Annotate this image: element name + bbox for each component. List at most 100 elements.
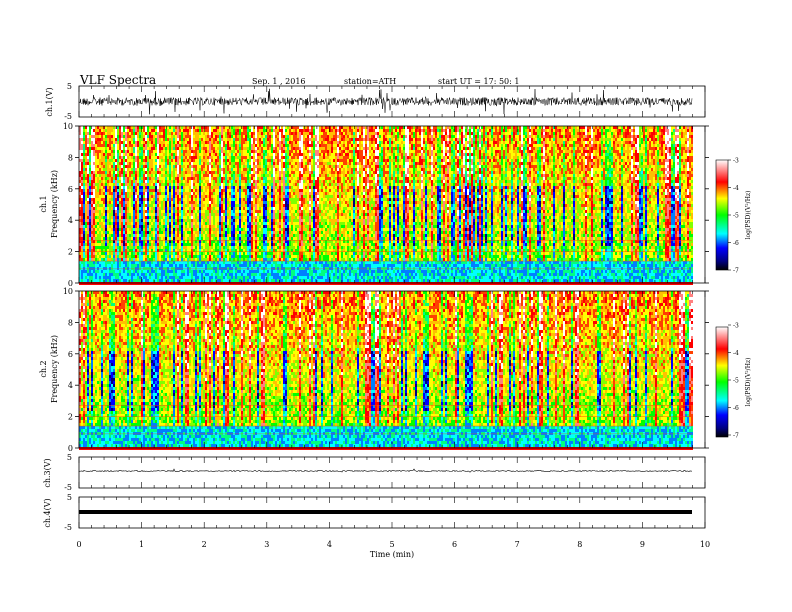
ch1-spec-cell	[99, 150, 101, 153]
ch1-spec-cell	[145, 135, 147, 138]
ch1-spec-cell	[161, 168, 163, 171]
ch1-spec-cell	[135, 237, 137, 240]
ch1-spec-cell	[115, 195, 117, 198]
ch1-spec-cell	[107, 216, 109, 219]
ch1-spec-cell	[97, 231, 99, 234]
ch1-spec-cell	[127, 147, 129, 150]
ch1-spec-cell	[99, 219, 101, 222]
ch1-spec-cell	[151, 252, 153, 255]
ch1-spec-cell	[85, 168, 87, 171]
ch1-spec-cell	[99, 273, 101, 276]
ch1-spec-cell	[155, 183, 157, 186]
ch1-spec-cell	[137, 183, 139, 186]
ch1-spec-cell	[121, 234, 123, 237]
ch1-spec-cell	[119, 150, 121, 153]
ch1-spec-cell	[99, 138, 101, 141]
ch1-spec-cell	[151, 162, 153, 165]
ch1-spec-cell	[153, 168, 155, 171]
ch1-spec-cell	[149, 183, 151, 186]
ch1-spec-cell	[161, 162, 163, 165]
ch1-spec-cell	[145, 201, 147, 204]
ch1-spec-cell	[125, 192, 127, 195]
ch1-spec-cell	[89, 261, 91, 264]
ch1-spec-cell	[155, 234, 157, 237]
ch1-spec-cell	[137, 180, 139, 183]
ch1-spec-cell	[105, 255, 107, 258]
ch1-spec-cell	[153, 195, 155, 198]
ch1-spec-cell	[151, 222, 153, 225]
ch1-spec-cell	[159, 141, 161, 144]
ch1-spec-cell	[123, 132, 125, 135]
ch1-spec-cell	[149, 243, 151, 246]
ch1-spec-cell	[151, 213, 153, 216]
ch1-spec-cell	[99, 270, 101, 273]
ch1-spec-cell	[87, 255, 89, 258]
ch1-spec-cell	[115, 168, 117, 171]
ch1-spec-cell	[153, 132, 155, 135]
ch1-spec-cell	[81, 132, 83, 135]
ch1-spec-cell	[125, 231, 127, 234]
ch1-spec-cell	[111, 276, 113, 279]
ch1-spec-cell	[117, 225, 119, 228]
ch1-spec-cell	[119, 192, 121, 195]
ch1-spec-cell	[143, 210, 145, 213]
ch1-spec-cell	[115, 129, 117, 132]
ch1-spec-cell	[91, 159, 93, 162]
ch1-spec-cell	[131, 159, 133, 162]
ch1-wave-ytick-top: 5	[67, 82, 72, 91]
ch1-spec-cell	[119, 204, 121, 207]
ch1-spec-cell	[151, 267, 153, 270]
ch1-spec-cell	[125, 138, 127, 141]
ch1-spec-cell	[109, 189, 111, 192]
ch1-spec-cell	[83, 216, 85, 219]
ch1-spec-cell	[137, 210, 139, 213]
ch1-spec-cell	[139, 207, 141, 210]
ch1-spec-cell	[99, 153, 101, 156]
ch1-spec-cell	[121, 270, 123, 273]
ch1-spec-cell	[93, 252, 95, 255]
ch1-spec-cell	[119, 210, 121, 213]
ch1-spec-cell	[109, 279, 111, 282]
ch1-spec-cell	[119, 195, 121, 198]
ch1-spec-cell	[115, 144, 117, 147]
ch1-spec-cell	[97, 243, 99, 246]
ch1-spec-cell	[161, 279, 163, 282]
ch1-spec-cell	[151, 201, 153, 204]
ch1-spec-cell	[91, 156, 93, 159]
ch1-spec-cell	[143, 150, 145, 153]
ch1-spec-cell	[95, 156, 97, 159]
ch1-spec-cell	[155, 141, 157, 144]
ch1-spec-cell	[161, 171, 163, 174]
ch1-spec-cell	[123, 153, 125, 156]
ch1-spec-cell	[159, 219, 161, 222]
ch1-spec-cell	[91, 243, 93, 246]
ch1-spec-cell	[133, 264, 135, 267]
ch1-spec-cell	[137, 186, 139, 189]
ch1-spec-cell	[145, 237, 147, 240]
ch1-spec-cell	[121, 180, 123, 183]
ch1-spec-cell	[119, 225, 121, 228]
ch1-spec-cell	[147, 186, 149, 189]
ch1-spec-cell	[103, 195, 105, 198]
ch1-spec-cell	[151, 273, 153, 276]
ch1-spec-cell	[87, 279, 89, 282]
ch1-spec-cell	[145, 207, 147, 210]
ch1-spec-cell	[141, 180, 143, 183]
ch1-spec-cell	[125, 141, 127, 144]
ch1-spec-cell	[93, 201, 95, 204]
ch1-spec-cell	[105, 216, 107, 219]
ch1-spec-cell	[137, 153, 139, 156]
ch1-spec-cell	[141, 156, 143, 159]
ch1-spec-cell	[135, 204, 137, 207]
ch1-spec-cell	[147, 201, 149, 204]
ch1-spec-cell	[103, 186, 105, 189]
ch1-spec-cell	[133, 132, 135, 135]
vlf-spectra-figure: VLF Spectra Sep. 1 , 2016 station=ATH st…	[0, 0, 792, 612]
ch1-spec-cell	[109, 201, 111, 204]
ch1-spec-cell	[81, 255, 83, 258]
ch1-spec-cell	[125, 129, 127, 132]
ch1-spec-cell	[113, 144, 115, 147]
ch1-spec-cell	[109, 231, 111, 234]
ch1-spec-cell	[151, 276, 153, 279]
ch1-spec-cell	[85, 177, 87, 180]
